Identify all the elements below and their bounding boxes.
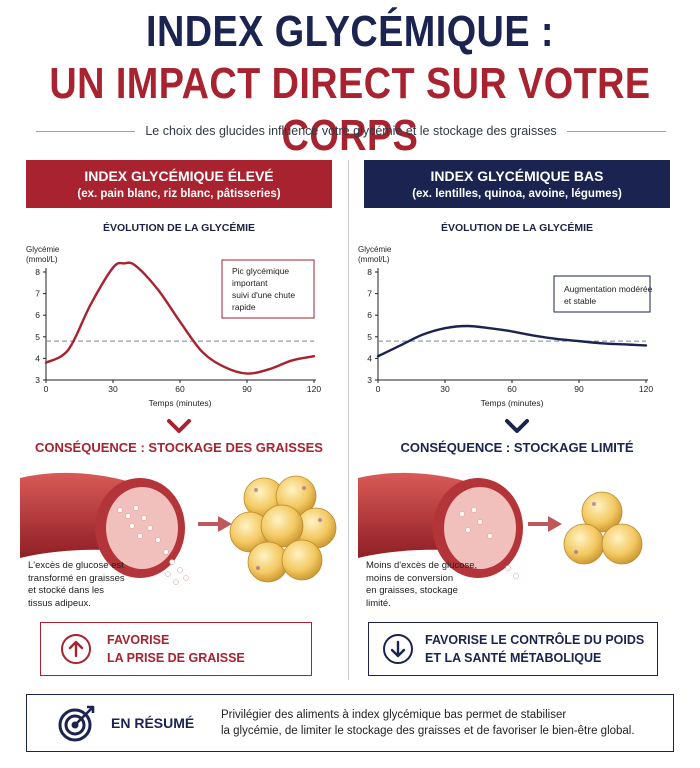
high-gi-chart-y-tick-label: 5 [35, 332, 40, 342]
subtitle: Le choix des glucides influence votre gl… [36, 120, 666, 142]
high-gi-effect-box: FAVORISE LA PRISE DE GRAISSE [40, 622, 312, 676]
high-gi-effect-line: LA PRISE DE GRAISSE [107, 651, 245, 665]
high-gi-chart-y-tick-label: 8 [35, 267, 40, 277]
high-gi-note: L'excès de glucose est transformé en gra… [28, 560, 125, 610]
high-gi-chart-x-tick-label: 30 [108, 384, 118, 394]
chevron-down-icon [26, 418, 332, 439]
low-gi-chart-series-line [376, 324, 648, 358]
high-gi-chart-y-tick-label: 4 [35, 353, 40, 363]
high-gi-effect-text: FAVORISE LA PRISE DE GRAISSE [107, 631, 245, 667]
high-gi-chart-svg: Glycémie(mmol/L) 3 4 5 6 7 8 0 30 60 90 120 Temps (m… [26, 245, 321, 408]
low-gi-consequence: CONSÉQUENCE : STOCKAGE LIMITÉ [400, 440, 634, 455]
low-gi-chart-x-tick-label: 120 [639, 384, 653, 394]
low-gi-chart-y-tick-label: 3 [367, 375, 372, 385]
low-gi-effect-line: ET LA SANTÉ MÉTABOLIQUE [425, 651, 602, 665]
low-gi-chart-y-tick-label: 5 [367, 332, 372, 342]
low-gi-title: INDEX GLYCÉMIQUE BAS [430, 168, 604, 184]
high-gi-chart-x-tick-label: 0 [44, 384, 49, 394]
summary-title: EN RÉSUMÉ [111, 715, 195, 731]
low-gi-effect-line: FAVORISE LE CONTRÔLE DU POIDS [425, 633, 645, 647]
low-gi-chart-svg: Glycémie(mmol/L) 3 4 5 6 7 8 0 30 60 90 120 Temps (m… [358, 245, 653, 408]
high-gi-chart-ylabel-unit: (mmol/L) [26, 255, 58, 264]
summary-text: Privilégier des aliments à index glycémi… [221, 707, 635, 739]
low-gi-chart-x-tick-label: 60 [507, 384, 517, 394]
high-gi-chart: Glycémie (mmol/L) 3 4 5 6 7 8 0 30 60 90 120 Temps (m… [16, 240, 336, 412]
page-title: INDEX GLYCÉMIQUE : [146, 7, 554, 56]
low-gi-annotation-line: Augmentation modérée [564, 284, 653, 294]
low-gi-effect-box: FAVORISE LE CONTRÔLE DU POIDS ET LA SANT… [368, 622, 658, 676]
subtitle-rule-left [36, 130, 136, 132]
subtitle-rule-right [566, 130, 666, 132]
low-gi-chart-x-tick-label: 90 [574, 384, 584, 394]
vessel-fat-illustration [20, 472, 337, 585]
low-gi-chart-y-tick-label: 7 [367, 289, 372, 299]
low-gi-chart-y-tick-label: 8 [367, 267, 372, 277]
low-gi-note-line: limité. [366, 597, 391, 609]
high-gi-chart-x-tick-label: 120 [307, 384, 321, 394]
high-gi-chart-ylabel: Glycémie [26, 245, 60, 254]
high-gi-chart-y-tick-label: 7 [35, 289, 40, 299]
summary-line: Privilégier des aliments à index glycémi… [221, 709, 567, 721]
subtitle-text: Le choix des glucides influence votre gl… [145, 124, 557, 138]
column-divider [348, 160, 349, 680]
low-gi-chart-ylabel: Glycémie [358, 245, 392, 254]
low-gi-chart-title: ÉVOLUTION DE LA GLYCÉMIE [440, 222, 594, 234]
low-gi-illustration [358, 458, 678, 588]
low-gi-note-line: en graisses, stockage [366, 585, 458, 596]
high-gi-note-line: transformé en graisses [28, 572, 125, 584]
arrow-up-icon [61, 634, 91, 664]
arrow-down-icon [383, 634, 413, 664]
low-gi-chart-ylabel-unit: (mmol/L) [358, 255, 390, 264]
high-gi-illustration [20, 458, 340, 588]
low-gi-note: Moins d'excès de glucose, moins de conve… [366, 560, 477, 610]
high-gi-annotation-line: suivi d'une chute [232, 290, 295, 300]
high-gi-annotation-line: important [232, 278, 268, 288]
low-gi-examples: (ex. lentilles, quinoa, avoine, légumes) [412, 188, 622, 200]
high-gi-banner: INDEX GLYCÉMIQUE ÉLEVÉ (ex. pain blanc, … [26, 160, 332, 208]
target-icon [57, 703, 97, 743]
low-gi-banner: INDEX GLYCÉMIQUE BAS (ex. lentilles, qui… [364, 160, 670, 208]
high-gi-examples: (ex. pain blanc, riz blanc, pâtisseries) [77, 188, 281, 200]
high-gi-note-line: tissus adipeux. [28, 597, 91, 609]
low-gi-chart-x-tick-label: 30 [440, 384, 450, 394]
page-title-accent: UN IMPACT DIRECT SUR VOTRE CORPS [49, 59, 651, 160]
high-gi-annotation-line: Pic glycémique [232, 266, 289, 276]
high-gi-note-line: et stocké dans les [28, 585, 105, 596]
high-gi-annotation-box [221, 259, 315, 319]
vessel-fat-illustration [358, 472, 643, 579]
high-gi-chart-x-tick-label: 60 [175, 384, 185, 394]
low-gi-effect-text: FAVORISE LE CONTRÔLE DU POIDS ET LA SANT… [425, 631, 644, 667]
high-gi-chart-y-tick-label: 3 [35, 375, 40, 385]
low-gi-note-line: Moins d'excès de glucose, [366, 560, 478, 571]
high-gi-chart-series-line [44, 261, 316, 375]
high-gi-chart-y-tick-label: 6 [35, 310, 40, 320]
summary-box: EN RÉSUMÉ Privilégier des aliments à ind… [26, 694, 674, 752]
low-gi-chart-y-tick-label: 4 [367, 353, 372, 363]
high-gi-chart-x-axis-label: Temps (minutes) [149, 398, 212, 408]
low-gi-chart-y-tick-label: 6 [367, 310, 372, 320]
summary-line: la glycémie, de limiter le stockage des … [221, 725, 635, 737]
low-gi-annotation-line: et stable [564, 296, 596, 306]
low-gi-note-line: moins de conversion [366, 572, 454, 584]
chevron-down-icon [364, 418, 670, 439]
high-gi-annotation-line: rapide [232, 302, 256, 312]
low-gi-annotation-box [553, 275, 651, 313]
high-gi-note-line: L'excès de glucose est [28, 560, 124, 571]
low-gi-chart: Glycémie (mmol/L) 3 4 5 6 7 8 0 30 60 90 120 Temps (m… [348, 240, 668, 412]
high-gi-effect-line: FAVORISE [107, 633, 170, 647]
high-gi-chart-title: ÉVOLUTION DE LA GLYCÉMIE [102, 222, 256, 234]
high-gi-title: INDEX GLYCÉMIQUE ÉLEVÉ [84, 168, 274, 184]
high-gi-chart-x-tick-label: 90 [242, 384, 252, 394]
low-gi-chart-x-tick-label: 0 [376, 384, 381, 394]
high-gi-consequence: CONSÉQUENCE : STOCKAGE DES GRAISSES [35, 440, 323, 455]
low-gi-chart-x-axis-label: Temps (minutes) [481, 398, 544, 408]
